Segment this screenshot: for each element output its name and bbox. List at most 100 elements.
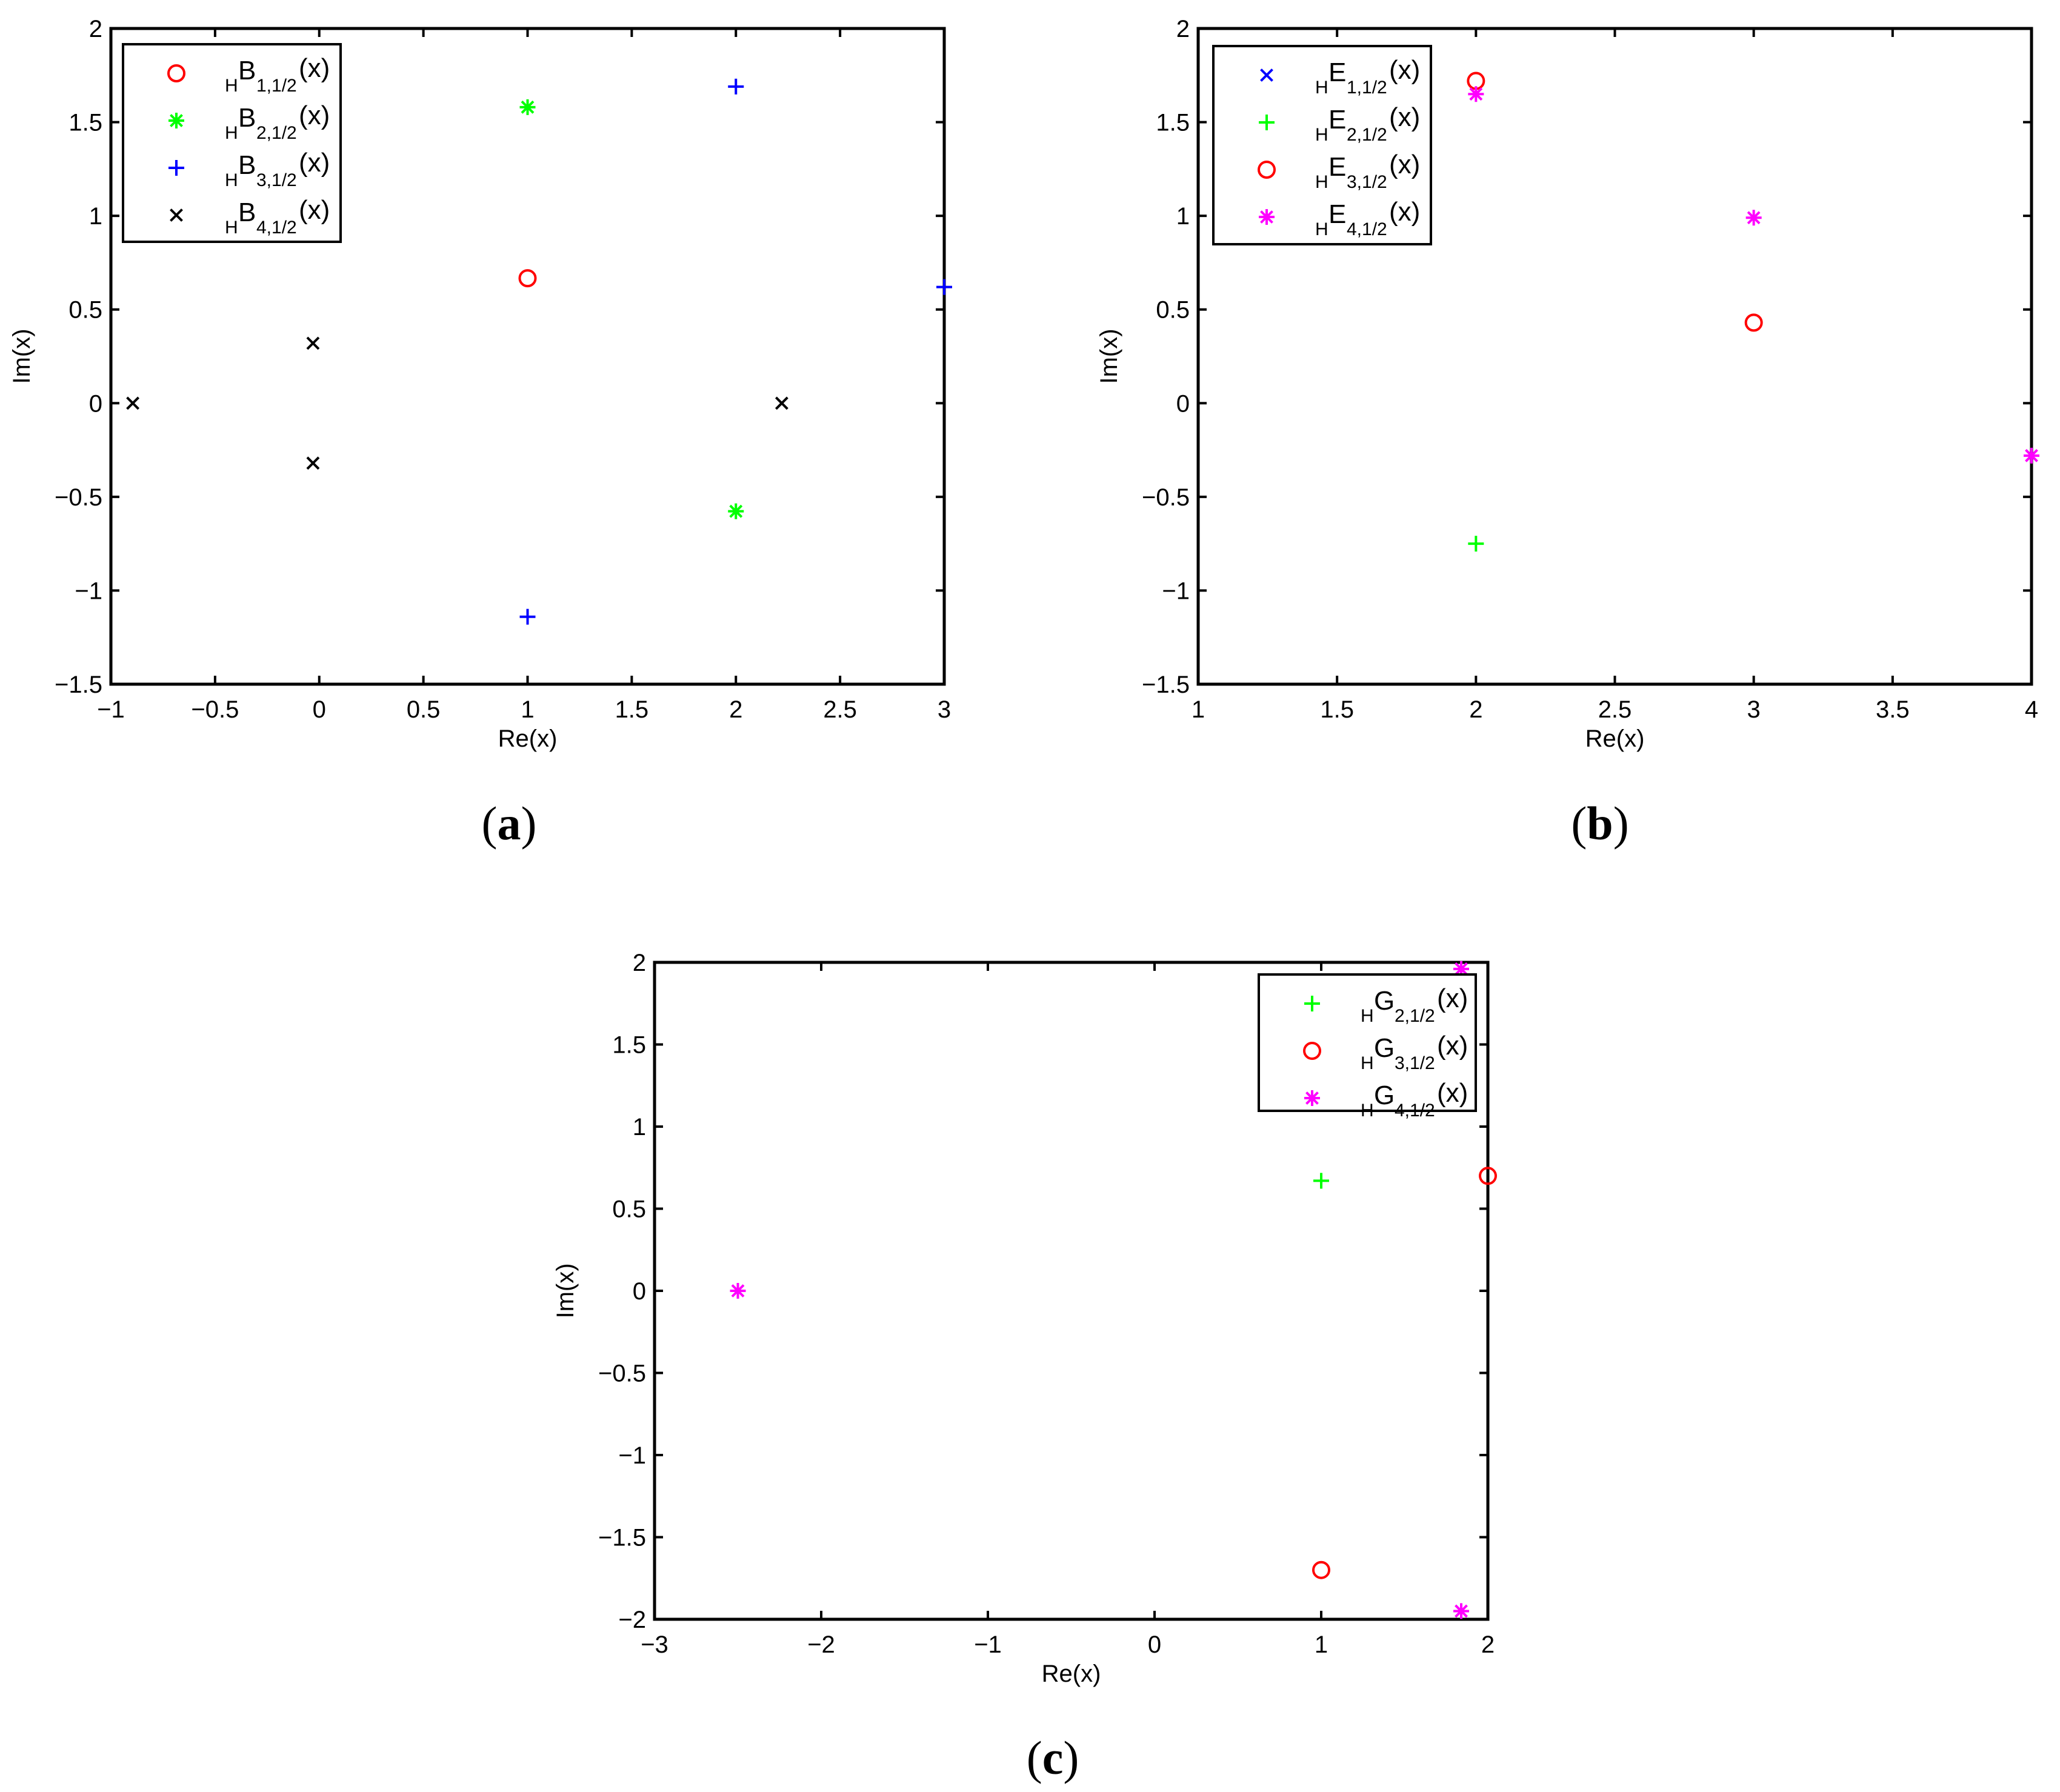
legend-label-subscript: 4,1/2 (256, 218, 297, 238)
legend-label-subscript: 1,1/2 (256, 76, 297, 96)
x-tick-label: 1 (1315, 1631, 1328, 1658)
data-point-star (519, 99, 536, 115)
legend: HB1,1/2(x)HB2,1/2(x)HB3,1/2(x)HB4,1/2(x) (122, 43, 342, 243)
legend-marker-plus-icon (1304, 996, 1320, 1011)
legend-label-subscript: 4,1/2 (1395, 1101, 1435, 1121)
data-point-star (1468, 86, 1484, 102)
legend-label-prefix: H (1361, 1101, 1374, 1121)
data-point-plus (728, 78, 744, 95)
x-tick-label: 3.5 (1876, 696, 1910, 723)
y-tick-label: 2 (633, 950, 646, 976)
x-tick-label: 2.5 (823, 696, 857, 723)
y-tick-label: 1.5 (1156, 110, 1190, 136)
legend-marker-plus-icon (168, 160, 184, 176)
legend-label-suffix: (x) (299, 148, 330, 178)
y-tick-label: 1 (89, 203, 102, 230)
y-tick-label: 1 (1176, 203, 1190, 230)
legend-marker-star-icon (1304, 1090, 1320, 1106)
legend-label-suffix: (x) (299, 101, 330, 130)
legend-marker-star-icon (168, 113, 184, 128)
x-tick-label: 3 (1747, 696, 1761, 723)
legend-box (1212, 45, 1432, 245)
legend-label-subscript: 3,1/2 (256, 170, 297, 190)
legend-label-prefix: H (1315, 172, 1328, 192)
legend-label-prefix: H (1361, 1006, 1374, 1026)
legend-label-prefix: H (1315, 125, 1328, 145)
y-tick-label: 1.5 (68, 110, 102, 136)
legend-label-base: E (1328, 105, 1346, 135)
legend-label-suffix: (x) (1389, 55, 1420, 85)
x-tick-label: 4 (2025, 696, 2038, 723)
data-point-plus (936, 279, 952, 295)
x-tick-label: 2 (1469, 696, 1482, 723)
legend-label-base: B (238, 198, 256, 227)
legend-label-base: B (238, 103, 256, 133)
legend-label-suffix: (x) (1389, 102, 1420, 132)
data-point-star (1745, 210, 1762, 226)
data-point-star (728, 503, 744, 519)
x-tick-label: −0.5 (191, 696, 239, 723)
y-tick-label: 0.5 (1156, 297, 1190, 324)
y-tick-label: 0 (633, 1278, 646, 1305)
data-point-star (1453, 961, 1469, 977)
legend-label-base: G (1374, 1033, 1395, 1063)
y-tick-label: −1.5 (1142, 671, 1190, 698)
legend-label-prefix: H (225, 76, 238, 96)
x-tick-label: 1 (1192, 696, 1205, 723)
legend-label-subscript: 2,1/2 (1347, 125, 1387, 145)
legend-label-prefix: H (225, 170, 238, 190)
data-point-plus (1468, 536, 1484, 552)
legend: HE1,1/2(x)HE2,1/2(x)HE3,1/2(x)HE4,1/2(x) (1212, 45, 1432, 245)
panel-a-plot: −1 −0.5 0 0.5 1 1.5 2 2.5 3−1.5−1−0.500.511.52Re… (8, 16, 952, 850)
x-tick-label: 2 (729, 696, 742, 723)
data-point-circle (1312, 1561, 1330, 1579)
x-tick-label: 1.5 (1320, 696, 1354, 723)
x-tick-label: 2.5 (1598, 696, 1632, 723)
legend-label-suffix: (x) (1437, 984, 1468, 1013)
y-tick-label: −1 (1162, 578, 1190, 604)
y-tick-label: −1 (618, 1442, 646, 1469)
panel-b-plot: 1 1.5 2 2.5 3 3.5 4 −1.5 −1 −0.5 0 0.5 1 1.5 2 Re(x) Im(… (1096, 16, 2039, 850)
y-tick-label: 0 (1176, 390, 1190, 417)
x-tick-label: 0 (1148, 1631, 1161, 1658)
data-point-star (1453, 1603, 1469, 1619)
x-tick-label: −1 (97, 696, 125, 723)
panel-caption: (a) (482, 797, 537, 850)
legend-label-base: E (1328, 199, 1346, 229)
legend-label-subscript: 3,1/2 (1395, 1053, 1435, 1073)
x-tick-label: 3 (938, 696, 951, 723)
legend-marker-plus-icon (1259, 115, 1275, 130)
x-tick-label: 0 (313, 696, 326, 723)
y-axis-label: Im(x) (8, 328, 35, 384)
legend-label-base: G (1374, 1081, 1395, 1110)
legend-label-prefix: H (225, 123, 238, 143)
y-tick-label: −1.5 (598, 1525, 646, 1551)
legend-label-suffix: (x) (299, 53, 330, 83)
x-axis-label: Re(x) (1585, 725, 1645, 752)
y-tick-label: 1 (633, 1114, 646, 1141)
x-tick-label: 1.5 (615, 696, 649, 723)
x-axis-label: Re(x) (498, 725, 558, 752)
legend-label-suffix: (x) (299, 195, 330, 225)
legend-label-base: G (1374, 986, 1395, 1016)
y-tick-label: −0.5 (598, 1361, 646, 1387)
legend-marker-star-icon (1259, 209, 1275, 225)
legend-label-prefix: H (1315, 78, 1328, 98)
data-point-star (2024, 447, 2039, 464)
x-tick-label: 1 (521, 696, 534, 723)
y-tick-label: 2 (1176, 16, 1190, 42)
y-tick-label: −1.5 (55, 671, 102, 698)
legend-label-subscript: 2,1/2 (256, 123, 297, 143)
legend-label-suffix: (x) (1389, 150, 1420, 179)
legend-label-prefix: H (225, 218, 238, 238)
legend-label-base: E (1328, 152, 1346, 182)
data-point-circle (518, 269, 537, 288)
data-point-x (306, 456, 320, 470)
y-tick-label: 1.5 (612, 1032, 646, 1059)
data-point-circle (1744, 313, 1763, 332)
data-point-x (306, 336, 320, 350)
y-tick-label: 2 (89, 16, 102, 42)
legend-marker-x-icon (1260, 68, 1273, 82)
y-tick-label: −2 (618, 1607, 646, 1633)
